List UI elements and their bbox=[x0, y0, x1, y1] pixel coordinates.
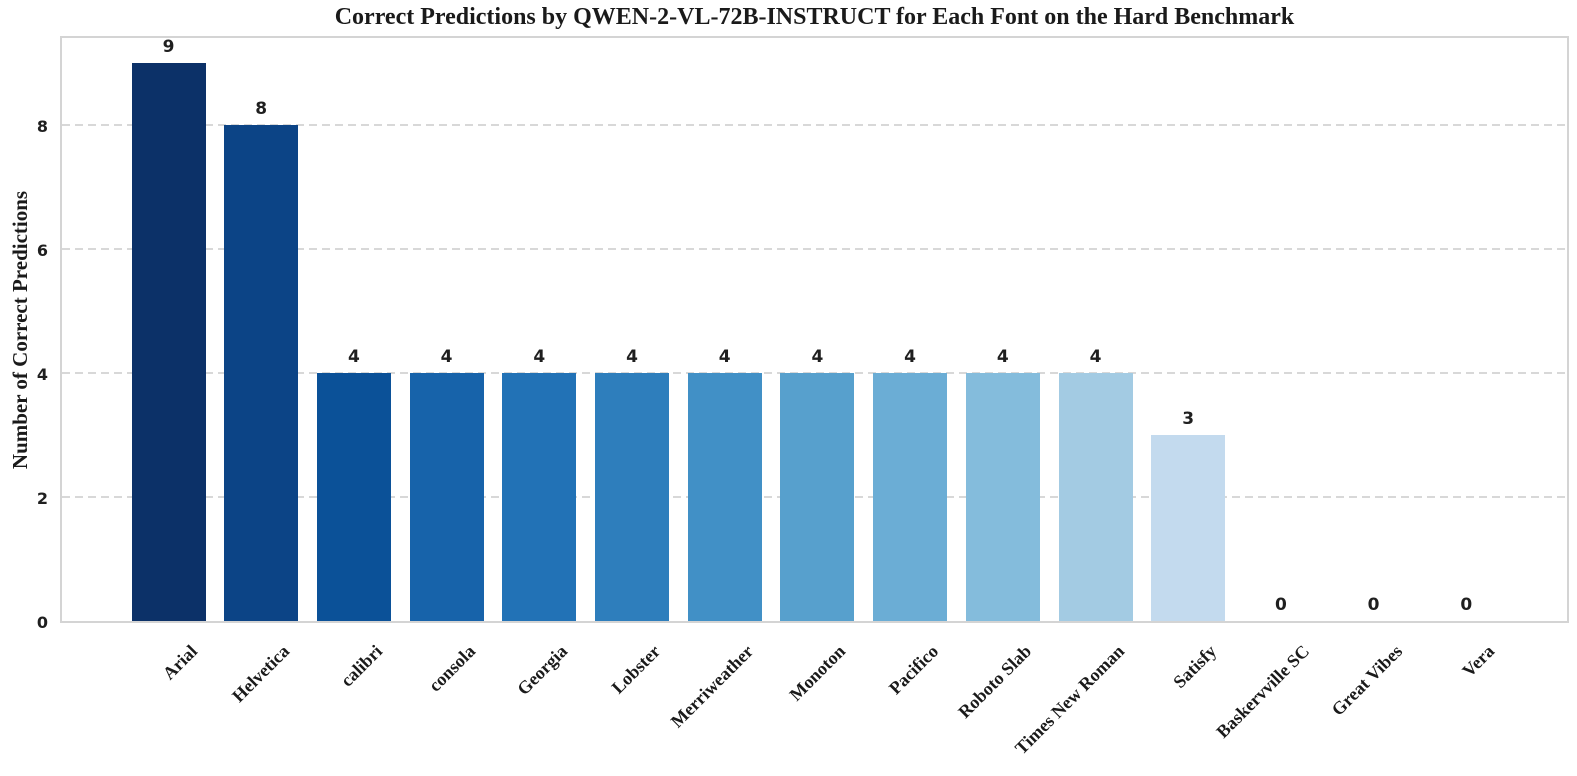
y-axis-title: Number of Correct Predictions bbox=[8, 190, 32, 470]
value-label-baskervville-sc: 0 bbox=[1274, 595, 1287, 615]
value-label-great-vibes: 0 bbox=[1367, 595, 1380, 615]
bar-monoton bbox=[780, 373, 855, 621]
value-label-vera: 0 bbox=[1460, 595, 1473, 615]
bar-consola bbox=[409, 373, 484, 621]
value-label-georgia: 4 bbox=[533, 347, 546, 367]
chart-title: Correct Predictions by QWEN-2-VL-72B-INS… bbox=[334, 4, 1295, 30]
value-label-times-new-roman: 4 bbox=[1089, 347, 1102, 367]
value-label-consola: 4 bbox=[440, 347, 453, 367]
bar-pacifico bbox=[873, 373, 948, 621]
y-tick-label-0: 0 bbox=[36, 613, 48, 632]
bar-times-new-roman bbox=[1058, 373, 1133, 621]
value-label-calibri: 4 bbox=[347, 347, 360, 367]
y-tick-label-2: 2 bbox=[36, 489, 48, 508]
value-label-monoton: 4 bbox=[811, 347, 824, 367]
bar-satisfy bbox=[1151, 435, 1226, 621]
plot-area: 9 8 4 4 4 4 4 4 4 4 4 3 0 0 0 bbox=[60, 36, 1569, 623]
bar-lobster bbox=[595, 373, 669, 621]
y-tick-label-6: 6 bbox=[36, 241, 48, 260]
bar-roboto-slab bbox=[965, 373, 1040, 621]
value-label-satisfy: 3 bbox=[1182, 409, 1195, 429]
value-label-pacifico: 4 bbox=[904, 347, 917, 367]
bar-calibri bbox=[316, 373, 391, 621]
value-label-roboto-slab: 4 bbox=[996, 347, 1009, 367]
bar-arial bbox=[131, 63, 206, 621]
y-tick-label-4: 4 bbox=[36, 365, 48, 384]
value-label-merriweather: 4 bbox=[718, 347, 731, 367]
value-label-lobster: 4 bbox=[626, 347, 638, 367]
value-label-arial: 9 bbox=[162, 37, 175, 57]
value-label-helvetica: 8 bbox=[255, 99, 268, 119]
gridline-y-8 bbox=[62, 124, 1567, 126]
bar-helvetica bbox=[224, 125, 299, 621]
bar-georgia bbox=[502, 373, 577, 621]
bar-merriweather bbox=[687, 373, 762, 621]
gridline-y-6 bbox=[62, 248, 1567, 250]
y-tick-label-8: 8 bbox=[36, 117, 48, 136]
